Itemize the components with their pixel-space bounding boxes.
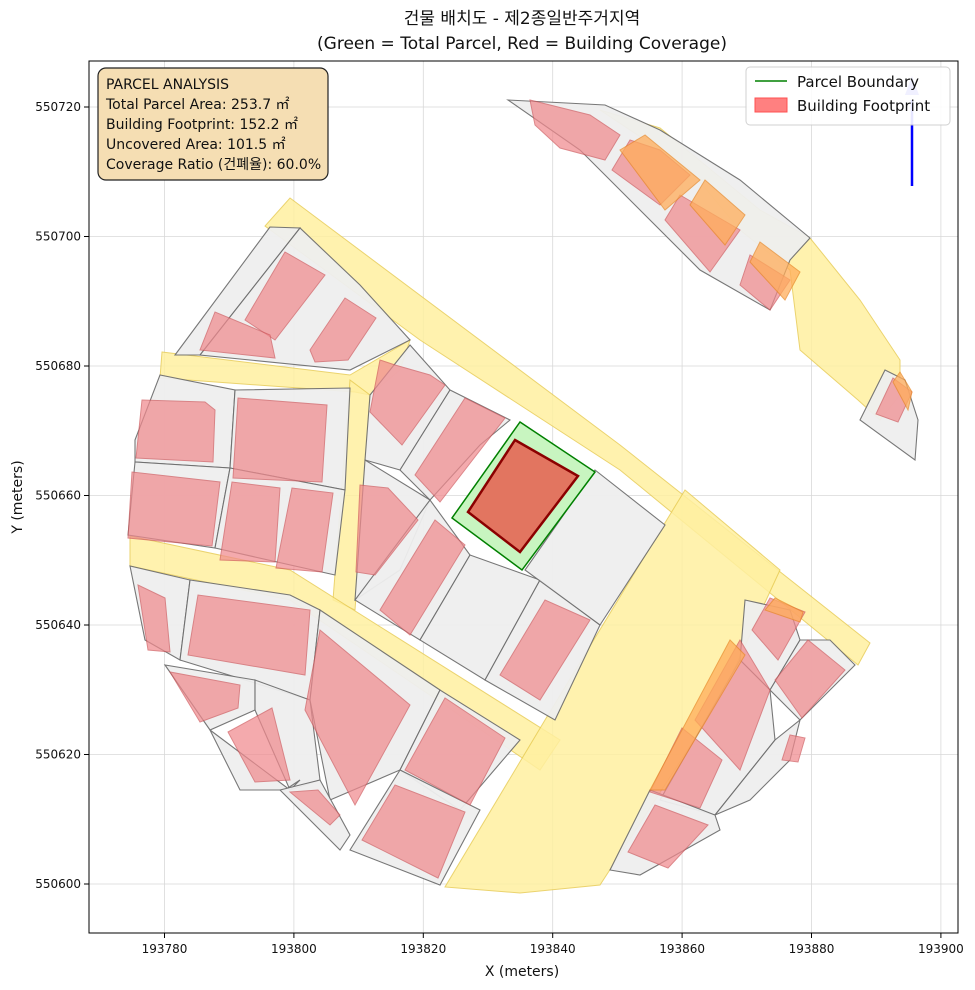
building-highlighted — [619, 134, 701, 211]
building — [361, 784, 466, 879]
x-tick-label: 193900 — [918, 942, 964, 956]
x-axis-ticks: 193780 193800 193820 193840 193860 193880 1939… — [142, 933, 964, 956]
y-axis-ticks: 550600 550620 550640 550660 550680 550700 5507… — [35, 100, 89, 891]
building — [499, 599, 591, 701]
building — [199, 311, 276, 359]
x-tick-label: 193840 — [530, 942, 576, 956]
map-layer — [127, 76, 919, 894]
parcel — [524, 469, 666, 626]
legend-building-swatch — [754, 97, 788, 113]
building — [227, 707, 291, 783]
road-layer — [129, 109, 901, 894]
parcel — [714, 718, 801, 816]
x-tick-label: 193880 — [789, 942, 835, 956]
info-heading: PARCEL ANALYSIS — [106, 77, 229, 93]
building — [219, 481, 281, 563]
legend-parcel-boundary: Parcel Boundary — [797, 73, 919, 91]
building — [304, 629, 411, 807]
building — [529, 99, 621, 161]
building — [379, 519, 466, 636]
legend-building-footprint: Building Footprint — [797, 97, 930, 115]
building-highlighted — [892, 371, 913, 412]
y-tick-label: 550700 — [35, 230, 81, 244]
building — [781, 734, 806, 763]
info-uncovered-area: Uncovered Area: 101.5 ㎡ — [106, 137, 286, 153]
map-title-line2: (Green = Total Parcel, Red = Building Co… — [317, 34, 727, 54]
building — [137, 584, 171, 653]
building — [404, 697, 506, 806]
y-tick-label: 550680 — [35, 359, 81, 373]
parcel-analysis-box: PARCEL ANALYSIS Total Parcel Area: 253.7… — [97, 67, 329, 181]
building — [414, 397, 506, 503]
building — [127, 471, 221, 547]
building — [355, 484, 419, 576]
building-highlighted — [764, 597, 804, 623]
building — [135, 399, 216, 463]
x-tick-label: 193800 — [271, 942, 317, 956]
y-tick-label: 550620 — [35, 748, 81, 762]
y-axis-label: Y (meters) — [10, 460, 26, 534]
info-coverage-ratio: Coverage Ratio (건폐율): 60.0% — [106, 157, 321, 173]
target-building-footprint — [466, 438, 580, 554]
building — [169, 671, 241, 723]
legend: Parcel Boundary Building Footprint — [745, 66, 951, 126]
y-tick-label: 550640 — [35, 618, 81, 632]
building — [275, 487, 334, 573]
info-building-footprint: Building Footprint: 152.2 ㎡ — [106, 117, 298, 133]
x-axis-label: X (meters) — [485, 964, 559, 980]
plot-frame — [88, 60, 959, 934]
building-highlighted — [689, 179, 746, 246]
map-title-line1: 건물 배치도 - 제2종일반주거지역 — [404, 9, 640, 29]
y-tick-label: 550600 — [35, 877, 81, 891]
info-total-area: Total Parcel Area: 253.7 ㎡ — [105, 97, 290, 113]
x-tick-label: 193860 — [659, 942, 705, 956]
building-highlighted — [649, 639, 746, 791]
building — [288, 789, 341, 826]
road-south-main — [444, 489, 781, 894]
y-tick-label: 550660 — [35, 489, 81, 503]
x-tick-label: 193780 — [142, 942, 188, 956]
building — [369, 359, 446, 446]
building — [244, 251, 326, 341]
building — [309, 297, 377, 363]
building-highlighted — [749, 241, 801, 301]
x-tick-label: 193820 — [400, 942, 446, 956]
building-layer — [127, 99, 913, 879]
building — [627, 804, 709, 869]
building — [232, 397, 328, 483]
building — [187, 594, 311, 676]
y-tick-label: 550720 — [35, 100, 81, 114]
building — [774, 639, 846, 719]
